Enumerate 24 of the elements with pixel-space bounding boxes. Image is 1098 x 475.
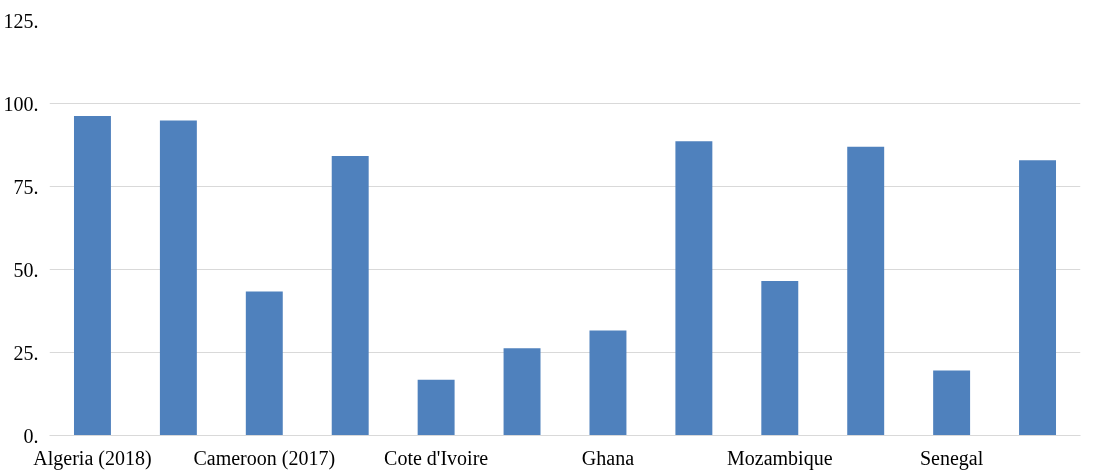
- y-tick-label: 25.: [13, 341, 39, 364]
- bar: [589, 330, 627, 436]
- x-tick-label: Ghana: [581, 446, 635, 469]
- bar: [73, 116, 111, 436]
- y-tick-label: 50.: [13, 258, 39, 281]
- bar: [331, 155, 369, 436]
- bar: [761, 281, 799, 436]
- y-tick-label: 0.: [23, 424, 39, 447]
- y-tick-label: 75.: [13, 175, 39, 198]
- bar: [675, 141, 713, 436]
- x-tick-label: Cameroon (2017): [193, 446, 336, 470]
- x-tick-label: Cote d'Ivoire: [384, 446, 489, 469]
- y-tick-label: 100.: [3, 92, 39, 115]
- bar: [503, 348, 541, 436]
- x-tick-label: Mozambique: [727, 446, 833, 470]
- bar: [1019, 160, 1057, 436]
- bar: [847, 146, 885, 436]
- y-tick-label: 125.: [3, 9, 39, 32]
- bar: [245, 291, 283, 436]
- x-tick-label: Senegal: [919, 446, 984, 470]
- bar: [933, 370, 971, 436]
- x-tick-label: Algeria (2018): [33, 446, 152, 470]
- bar: [417, 379, 455, 436]
- bar: [159, 120, 197, 436]
